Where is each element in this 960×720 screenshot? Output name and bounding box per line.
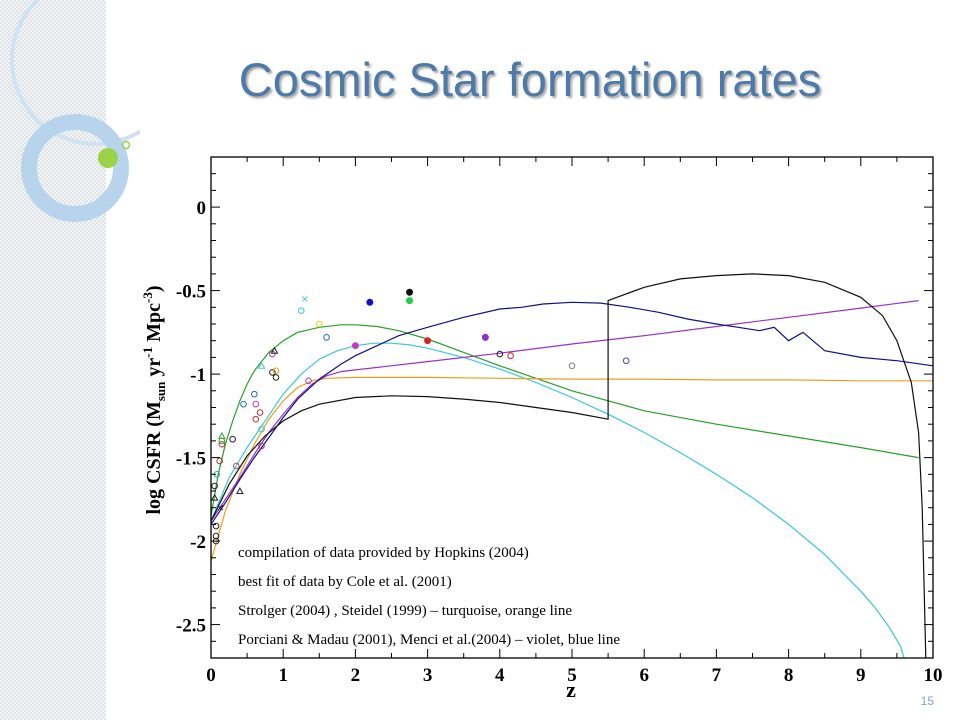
series-line-2 (211, 376, 933, 562)
data-point-40 (568, 362, 576, 370)
data-point-11 (229, 435, 236, 443)
y-tick-label: 0 (197, 198, 207, 219)
data-point-18 (256, 409, 264, 416)
data-point-28 (302, 296, 308, 302)
data-point-27 (297, 307, 305, 314)
data-point-34 (406, 288, 414, 296)
y-label-sub: sun (153, 381, 168, 401)
y-label-part: Mpc (143, 303, 165, 347)
series-line-4 (211, 301, 933, 525)
series-line-1 (211, 342, 905, 658)
data-point-33 (366, 298, 374, 306)
data-point-29 (305, 377, 312, 385)
data-point-30 (316, 320, 323, 328)
data-point-39 (507, 352, 514, 360)
x-tick-label: 0 (206, 665, 216, 686)
data-point-21 (257, 361, 266, 369)
data-point-35 (406, 297, 414, 305)
data-point-12 (232, 462, 240, 470)
y-tick-label: -1 (190, 365, 206, 386)
y-label-part: ) (143, 286, 165, 293)
legend-line-3: Porciani & Madau (2001), Menci et al.(20… (238, 632, 620, 648)
data-point-31 (323, 334, 330, 341)
data-point-25 (272, 367, 280, 375)
data-point-9 (217, 431, 226, 439)
series-line-0 (211, 324, 919, 517)
deco-ring-large (10, 0, 140, 146)
y-tick-label: -0.5 (176, 282, 206, 303)
series-line-3 (211, 300, 919, 522)
legend-line-2: Strolger (2004) , Steidel (1999) – turqu… (238, 603, 572, 619)
data-point-17 (252, 415, 260, 423)
data-point-16 (252, 400, 260, 408)
x-tick-label: 6 (639, 665, 649, 686)
data-point-20 (258, 442, 265, 450)
data-point-36 (424, 337, 432, 345)
data-point-6 (216, 457, 223, 465)
legend-line-0: compilation of data provided by Hopkins … (238, 545, 529, 561)
y-label-sup: -3 (140, 292, 155, 303)
y-tick-label: -2 (190, 532, 206, 553)
data-point-14 (240, 400, 247, 408)
data-point-7 (217, 504, 224, 511)
x-tick-label: 4 (495, 665, 505, 686)
deco-dot-small (121, 140, 131, 150)
legend-line-1: best fit of data by Cole et al. (2001) (238, 574, 452, 590)
deco-dot-green (98, 148, 118, 168)
x-axis-label: z (566, 677, 576, 702)
y-tick-label: -1.5 (176, 449, 206, 470)
data-point-0 (211, 482, 218, 490)
x-tick-label: 7 (712, 665, 722, 686)
data-point-32 (351, 342, 359, 350)
data-point-24 (270, 346, 279, 354)
data-point-38 (496, 350, 504, 358)
data-point-37 (481, 333, 489, 341)
data-point-3 (212, 532, 220, 540)
y-label-part: yr (143, 358, 165, 382)
data-point-2 (212, 522, 220, 530)
data-point-13 (236, 486, 244, 494)
data-point-19 (258, 425, 265, 433)
x-tick-label: 1 (278, 665, 288, 686)
x-tick-label: 8 (784, 665, 794, 686)
y-label-part: log CSFR (M (143, 401, 165, 514)
y-label-sup: -1 (140, 347, 155, 358)
data-point-15 (251, 390, 258, 398)
slide-title: Cosmic Star formation rates (238, 53, 822, 106)
x-tick-label: 3 (423, 665, 433, 686)
page-number: 15 (920, 694, 934, 708)
x-tick-label: 2 (351, 665, 361, 686)
x-tick-label: 5 (567, 665, 577, 686)
data-point-10 (218, 440, 226, 448)
data-point-23 (269, 369, 276, 376)
x-tick-label: 9 (856, 665, 866, 686)
y-tick-label: -2.5 (176, 616, 206, 637)
y-axis-label: log CSFR (Msun yr-1 Mpc-3) (140, 286, 168, 515)
data-point-41 (622, 357, 630, 365)
series-line-5 (211, 273, 927, 658)
data-point-26 (272, 374, 280, 381)
x-tick-label: 10 (924, 665, 943, 686)
data-point-1 (211, 493, 219, 501)
deco-ring-small (21, 114, 129, 222)
decorative-rings (10, 0, 140, 222)
